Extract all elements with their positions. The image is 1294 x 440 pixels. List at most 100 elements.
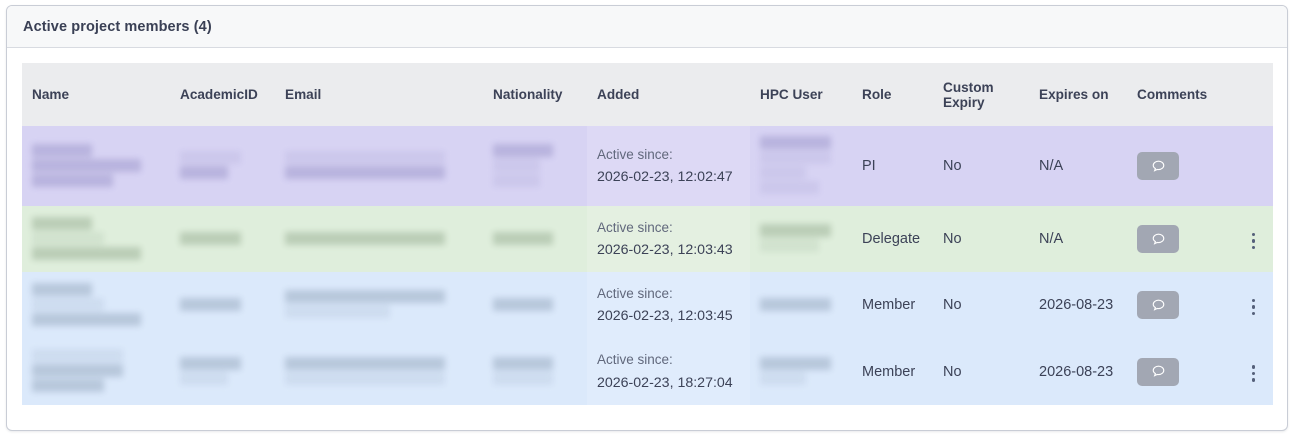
- cell-expires-on: N/A: [1029, 206, 1127, 273]
- table-row[interactable]: Active since: 2026-02-23, 12:03:43 Deleg…: [22, 206, 1273, 273]
- column-header-comments[interactable]: Comments: [1127, 63, 1232, 126]
- redacted-email: [285, 290, 475, 319]
- cell-academic-id: [170, 338, 275, 405]
- cell-actions: [1232, 206, 1273, 273]
- cell-hpc-user: [750, 206, 852, 273]
- added-timestamp: 2026-02-23, 12:02:47: [597, 169, 733, 186]
- redacted-academic-id: [180, 356, 267, 385]
- cell-custom-expiry: No: [933, 126, 1029, 206]
- column-header-expires-on[interactable]: Expires on: [1029, 63, 1127, 126]
- cell-custom-expiry: No: [933, 206, 1029, 273]
- cell-email: [275, 126, 483, 206]
- added-timestamp: 2026-02-23, 18:27:04: [597, 374, 733, 391]
- redacted-name: [32, 282, 162, 326]
- kebab-menu-icon[interactable]: [1244, 294, 1264, 320]
- redacted-nationality: [493, 297, 579, 311]
- comment-bubble-icon: [1151, 232, 1166, 247]
- column-header-academic-id[interactable]: AcademicID: [170, 63, 275, 126]
- redacted-email: [285, 151, 475, 179]
- comments-button[interactable]: [1137, 291, 1179, 320]
- cell-role: Member: [852, 338, 933, 405]
- column-header-email[interactable]: Email: [275, 63, 483, 126]
- cell-actions: [1232, 338, 1273, 405]
- column-header-custom-expiry[interactable]: Custom Expiry: [933, 63, 1029, 126]
- cell-name: [22, 272, 170, 339]
- cell-academic-id: [170, 126, 275, 206]
- card-body: Name AcademicID Email Nationality Added …: [7, 48, 1287, 405]
- cell-actions: [1232, 272, 1273, 339]
- card-header: Active project members (4): [7, 6, 1287, 48]
- column-header-hpc-user[interactable]: HPC User: [750, 63, 852, 126]
- cell-nationality: [483, 272, 587, 339]
- kebab-menu-icon[interactable]: [1244, 228, 1264, 254]
- cell-role: Member: [852, 272, 933, 339]
- comment-bubble-icon: [1151, 159, 1166, 174]
- redacted-name: [32, 143, 162, 187]
- redacted-name: [32, 349, 162, 393]
- added-prefix: Active since:: [597, 352, 673, 368]
- redacted-academic-id: [180, 151, 267, 179]
- redacted-email: [285, 356, 475, 385]
- kebab-menu-icon[interactable]: [1244, 360, 1264, 386]
- redacted-email: [285, 231, 475, 245]
- cell-expires-on: 2026-08-23: [1029, 338, 1127, 405]
- redacted-academic-id: [180, 231, 267, 245]
- cell-nationality: [483, 338, 587, 405]
- redacted-hpc-user: [760, 136, 844, 194]
- column-header-added[interactable]: Added: [587, 63, 750, 126]
- added-timestamp: 2026-02-23, 12:03:45: [597, 308, 733, 325]
- comments-button[interactable]: [1137, 225, 1179, 254]
- cell-added: Active since: 2026-02-23, 18:27:04: [587, 338, 750, 405]
- column-header-name[interactable]: Name: [22, 63, 170, 126]
- cell-comments: [1127, 206, 1232, 273]
- cell-name: [22, 126, 170, 206]
- cell-academic-id: [170, 272, 275, 339]
- table-row[interactable]: Active since: 2026-02-23, 12:02:47 PI No…: [22, 126, 1273, 206]
- added-prefix: Active since:: [597, 146, 673, 162]
- column-header-nationality[interactable]: Nationality: [483, 63, 587, 126]
- comments-button[interactable]: [1137, 152, 1179, 180]
- cell-role: PI: [852, 126, 933, 206]
- comment-bubble-icon: [1151, 364, 1166, 379]
- cell-academic-id: [170, 206, 275, 273]
- redacted-nationality: [493, 231, 579, 245]
- comment-bubble-icon: [1151, 298, 1166, 313]
- page-title: Active project members (4): [23, 18, 212, 35]
- added-timestamp: 2026-02-23, 12:03:43: [597, 242, 733, 259]
- redacted-hpc-user: [760, 356, 844, 385]
- cell-comments: [1127, 272, 1232, 339]
- cell-actions: [1232, 126, 1273, 206]
- redacted-nationality: [493, 143, 579, 187]
- cell-email: [275, 272, 483, 339]
- comments-button[interactable]: [1137, 357, 1179, 386]
- cell-comments: [1127, 338, 1232, 405]
- cell-hpc-user: [750, 126, 852, 206]
- members-table: Name AcademicID Email Nationality Added …: [22, 63, 1273, 405]
- table-row[interactable]: Active since: 2026-02-23, 12:03:45 Membe…: [22, 272, 1273, 339]
- cell-custom-expiry: No: [933, 272, 1029, 339]
- redacted-nationality: [493, 356, 579, 385]
- cell-hpc-user: [750, 272, 852, 339]
- redacted-hpc-user: [760, 224, 844, 253]
- cell-name: [22, 206, 170, 273]
- column-header-role[interactable]: Role: [852, 63, 933, 126]
- cell-added: Active since: 2026-02-23, 12:03:43: [587, 206, 750, 273]
- added-prefix: Active since:: [597, 286, 673, 302]
- table-body: Active since: 2026-02-23, 12:02:47 PI No…: [22, 126, 1273, 405]
- column-header-actions: [1232, 63, 1273, 126]
- active-members-card: Active project members (4) Name Academic…: [6, 5, 1288, 431]
- redacted-name: [32, 216, 162, 260]
- cell-email: [275, 206, 483, 273]
- cell-added: Active since: 2026-02-23, 12:02:47: [587, 126, 750, 206]
- table-header-row: Name AcademicID Email Nationality Added …: [22, 63, 1273, 126]
- cell-custom-expiry: No: [933, 338, 1029, 405]
- cell-expires-on: 2026-08-23: [1029, 272, 1127, 339]
- cell-expires-on: N/A: [1029, 126, 1127, 206]
- redacted-academic-id: [180, 297, 267, 311]
- redacted-hpc-user: [760, 297, 844, 311]
- table-row[interactable]: Active since: 2026-02-23, 18:27:04 Membe…: [22, 338, 1273, 405]
- cell-comments: [1127, 126, 1232, 206]
- cell-nationality: [483, 206, 587, 273]
- cell-hpc-user: [750, 338, 852, 405]
- cell-nationality: [483, 126, 587, 206]
